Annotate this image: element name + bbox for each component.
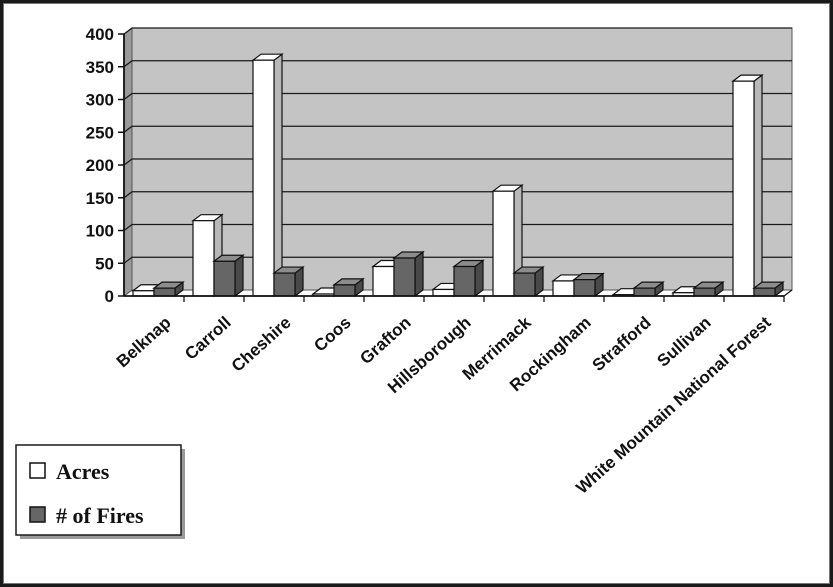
y-tick-label: 250 <box>86 123 114 142</box>
bar <box>212 254 245 298</box>
x-tick-label: Grafton <box>356 313 414 368</box>
bar-front <box>192 220 215 297</box>
bar <box>491 183 524 298</box>
bar-front <box>753 287 776 297</box>
legend-label-fires: # of Fires <box>56 503 144 528</box>
bar-side <box>753 73 763 298</box>
bar-front <box>513 272 536 297</box>
legend-label-acres: Acres <box>56 459 110 484</box>
gridline <box>123 191 792 199</box>
gridline <box>123 158 792 166</box>
bar-front <box>492 190 515 297</box>
bar-front <box>372 265 395 297</box>
bar <box>191 213 224 298</box>
bar <box>332 277 365 298</box>
x-axis-depth <box>783 289 793 297</box>
x-tick-label: Coos <box>310 313 354 356</box>
bar <box>572 272 605 298</box>
bar-front <box>393 257 416 297</box>
bar-front <box>552 280 575 297</box>
bar-front <box>432 288 455 297</box>
y-axis-ticks: 0 50 100 150 200 250 300 350 400 <box>86 25 124 306</box>
bar <box>752 280 785 298</box>
bar-front <box>252 59 275 297</box>
y-tick-label: 350 <box>86 58 114 77</box>
y-tick-label: 200 <box>86 156 114 175</box>
gridline <box>123 92 792 101</box>
bar-front <box>273 272 296 297</box>
gridline <box>123 125 792 133</box>
bar-front <box>213 260 236 297</box>
bar <box>152 280 185 298</box>
y-tick-label: 0 <box>105 287 114 306</box>
bar-side <box>273 53 283 298</box>
gridline <box>123 60 792 68</box>
bar-side <box>414 250 424 298</box>
bar-front <box>693 287 716 297</box>
bar <box>632 280 665 298</box>
bar <box>272 265 305 298</box>
bar <box>392 250 425 298</box>
y-tick-label: 50 <box>95 254 114 273</box>
x-tick-label: Strafford <box>589 313 655 375</box>
x-tick-label: Sullivan <box>654 313 715 371</box>
legend-swatch-acres <box>29 462 46 479</box>
bar <box>692 280 725 298</box>
x-tick-label: Carroll <box>181 313 234 364</box>
x-tick-label: Belknap <box>113 313 175 371</box>
legend-swatch-fires <box>29 506 46 523</box>
bar-front <box>732 80 755 297</box>
bar <box>251 53 284 298</box>
y-tick-label: 100 <box>86 222 114 241</box>
y-tick-label: 150 <box>86 189 114 208</box>
gridline <box>123 223 792 232</box>
bar-front <box>333 284 356 297</box>
bar <box>512 265 545 298</box>
bar-front <box>153 287 176 297</box>
y-tick-label: 300 <box>86 91 114 110</box>
legend: Acres # of Fires <box>15 444 185 539</box>
bar <box>452 259 485 298</box>
gridlines <box>123 27 792 264</box>
bar-side <box>234 254 244 298</box>
gridline <box>123 27 792 35</box>
bar-front <box>573 279 596 297</box>
bar-front <box>633 287 656 297</box>
gridline <box>123 256 792 264</box>
bars <box>131 53 785 298</box>
x-tick-label: Cheshire <box>228 313 295 376</box>
bar <box>731 73 764 298</box>
y-tick-label: 400 <box>86 25 114 44</box>
bar-front <box>453 265 476 297</box>
